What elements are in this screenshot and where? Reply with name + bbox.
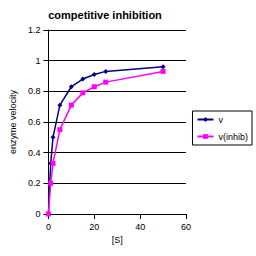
svg-text:0: 0 [46,222,51,232]
svg-text:enzyme velocity: enzyme velocity [8,89,18,154]
svg-text:0: 0 [35,209,40,219]
svg-text:40: 40 [135,222,145,232]
svg-text:60: 60 [181,222,191,232]
svg-text:20: 20 [89,222,99,232]
svg-text:0.2: 0.2 [28,178,41,188]
svg-text:v: v [218,115,223,125]
svg-text:0.4: 0.4 [28,148,41,158]
svg-text:0.8: 0.8 [28,86,41,96]
svg-text:competitive inhibition: competitive inhibition [48,9,162,21]
svg-text:v(inhib): v(inhib) [218,132,248,142]
svg-text:[S]: [S] [112,235,123,245]
svg-text:1: 1 [35,56,40,66]
svg-text:0.6: 0.6 [28,117,41,127]
svg-text:1.2: 1.2 [28,25,41,35]
